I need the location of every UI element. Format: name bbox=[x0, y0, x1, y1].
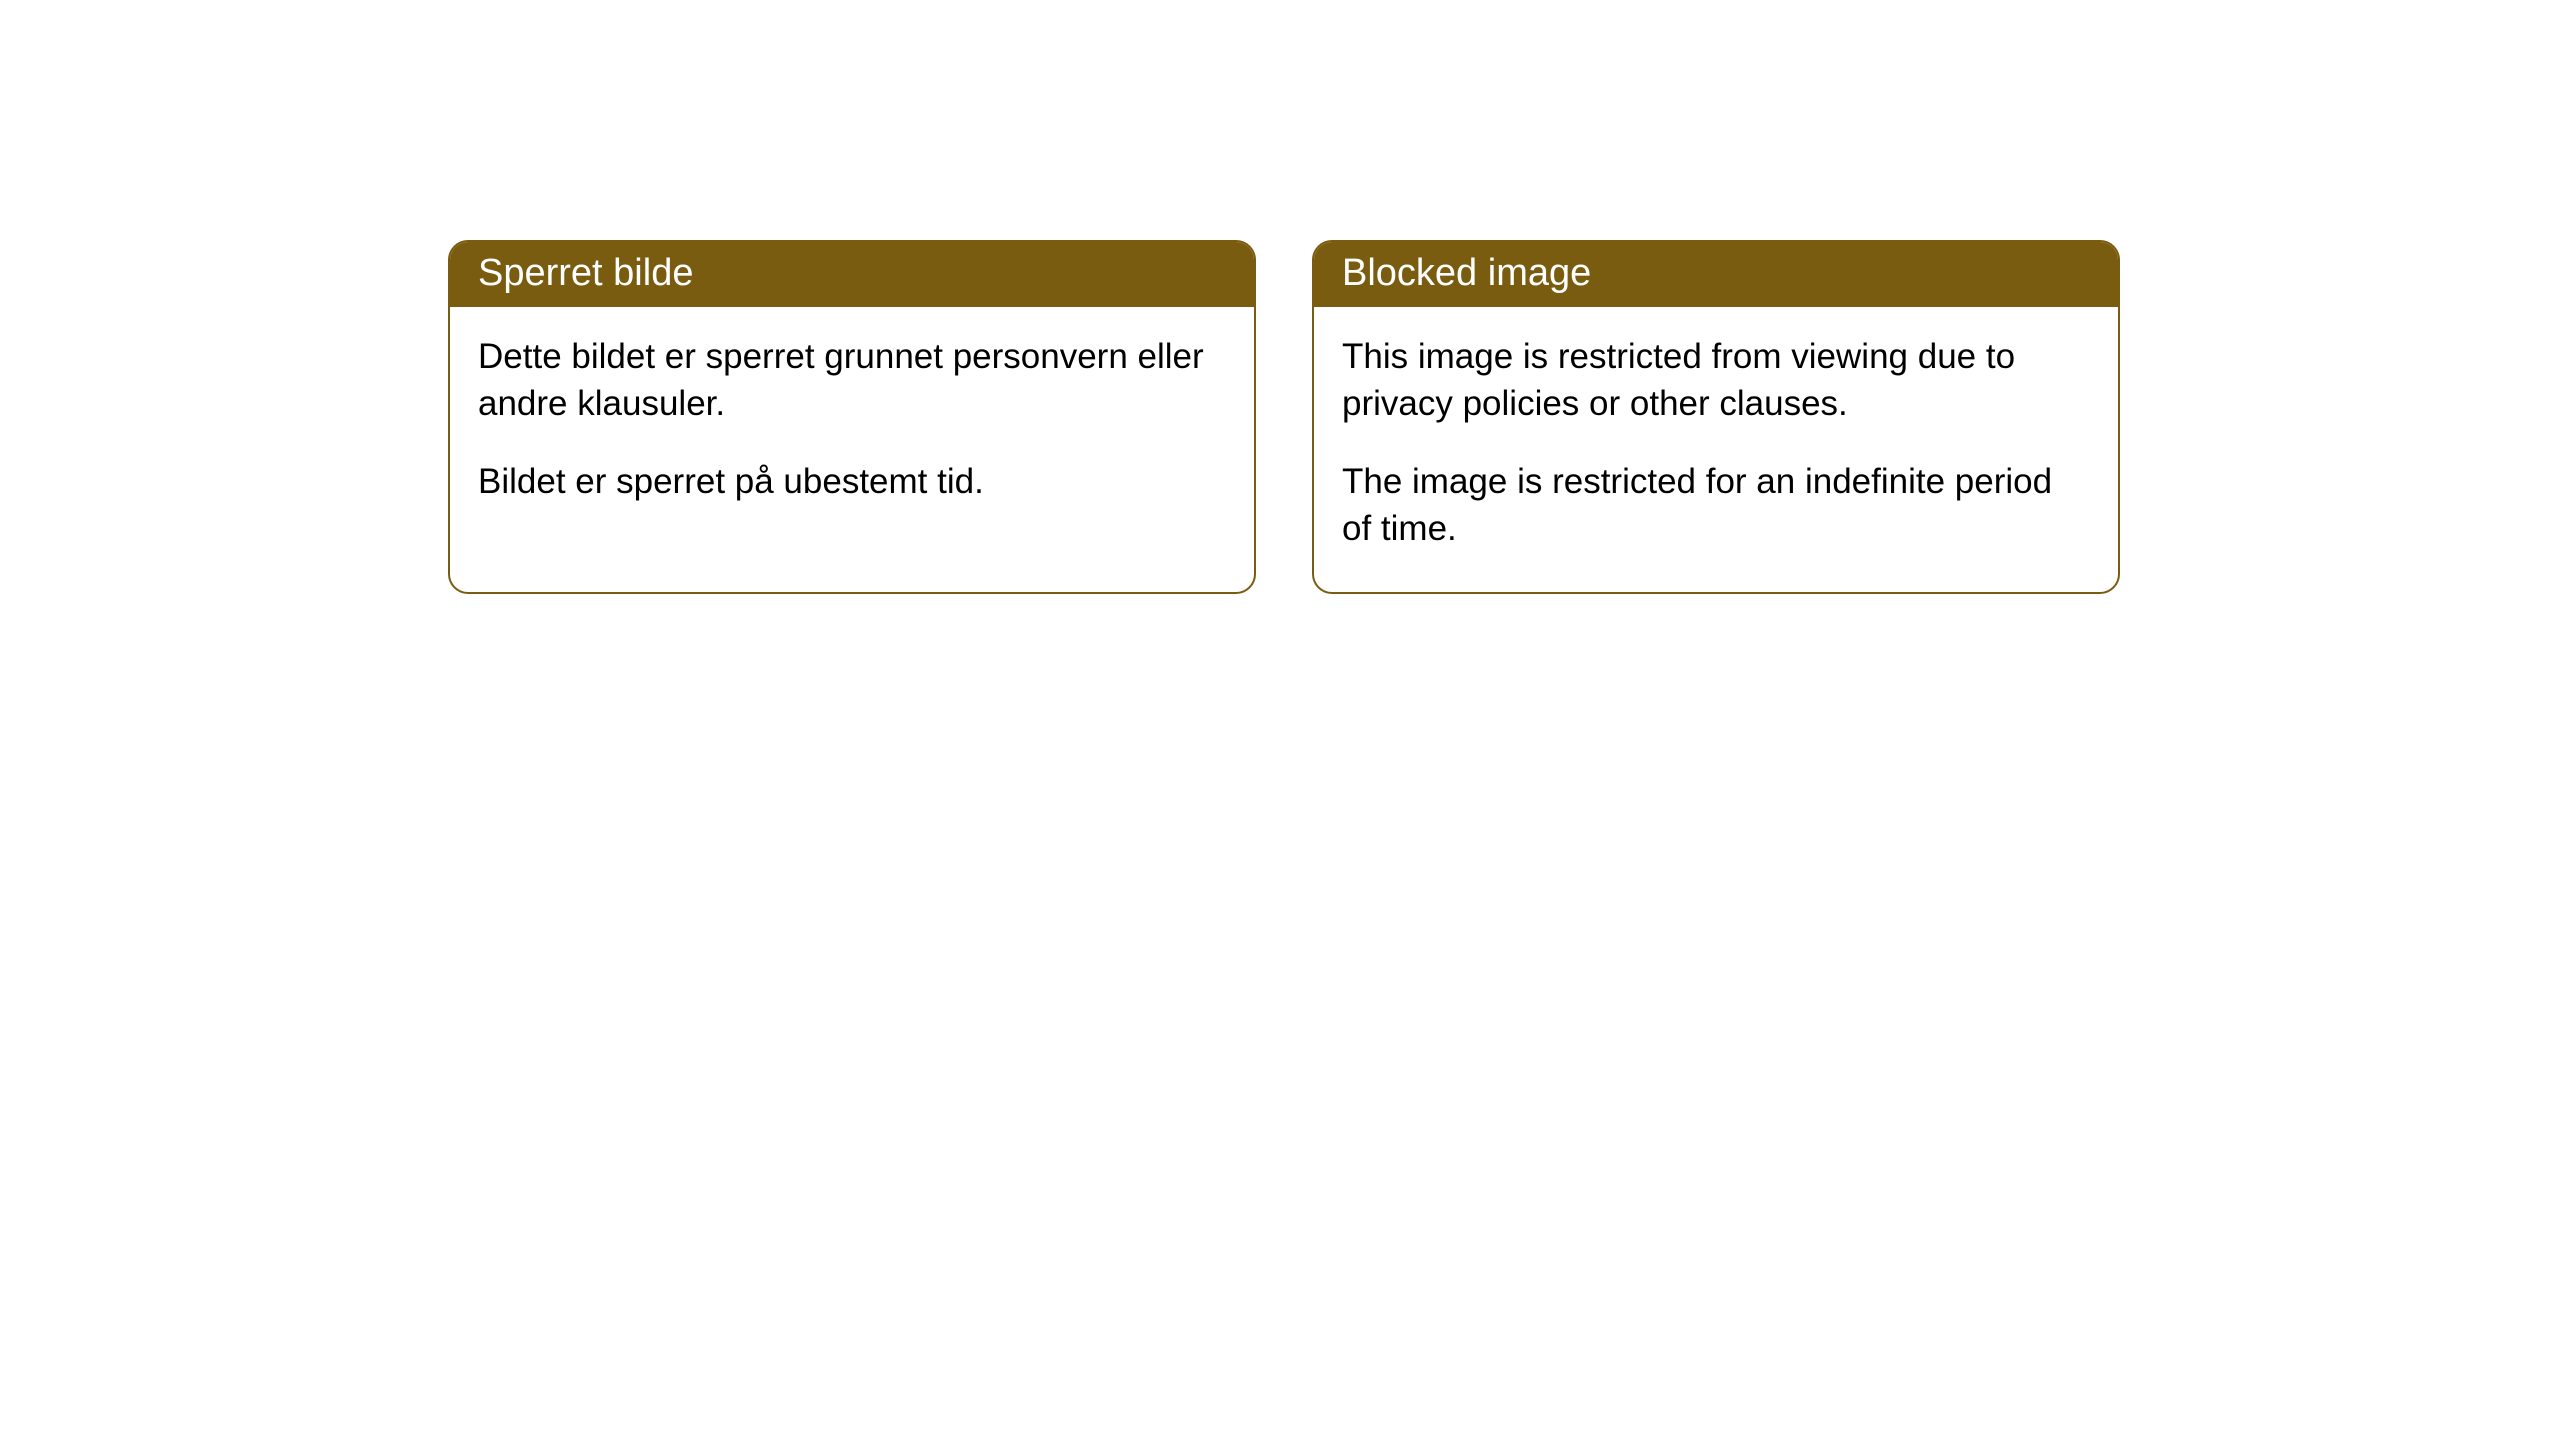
notice-cards-container: Sperret bilde Dette bildet er sperret gr… bbox=[448, 240, 2120, 594]
card-body: This image is restricted from viewing du… bbox=[1314, 307, 2118, 592]
card-paragraph: This image is restricted from viewing du… bbox=[1342, 333, 2090, 428]
card-title: Sperret bilde bbox=[450, 242, 1254, 307]
card-paragraph: Dette bildet er sperret grunnet personve… bbox=[478, 333, 1226, 428]
card-title: Blocked image bbox=[1314, 242, 2118, 307]
blocked-image-card-norwegian: Sperret bilde Dette bildet er sperret gr… bbox=[448, 240, 1256, 594]
card-paragraph: The image is restricted for an indefinit… bbox=[1342, 458, 2090, 553]
blocked-image-card-english: Blocked image This image is restricted f… bbox=[1312, 240, 2120, 594]
card-paragraph: Bildet er sperret på ubestemt tid. bbox=[478, 458, 1226, 505]
card-body: Dette bildet er sperret grunnet personve… bbox=[450, 307, 1254, 545]
